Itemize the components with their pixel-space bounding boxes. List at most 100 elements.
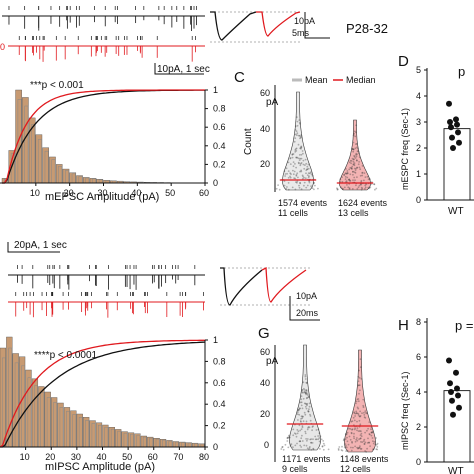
violin-point	[304, 413, 307, 416]
violin-point	[300, 415, 303, 418]
top-traces: 0 10pA, 1 sec	[0, 6, 210, 75]
violin-point	[351, 148, 354, 150]
violin-point	[352, 158, 355, 161]
violin-point	[303, 167, 306, 170]
violin-point	[319, 448, 321, 450]
violin-point	[371, 431, 373, 434]
violin-point	[309, 413, 311, 416]
violin-point	[308, 402, 311, 405]
violin-point	[298, 154, 301, 156]
violin-point	[357, 150, 360, 153]
violin-point	[285, 188, 288, 190]
top-avg-scale-amp: 10pA	[294, 16, 315, 26]
freq-tick-label: 5	[416, 65, 421, 75]
violin-point	[308, 181, 311, 184]
violin-point	[353, 411, 355, 413]
violin-point	[374, 188, 376, 191]
violin-top-tick-20: 20	[260, 159, 270, 169]
violin-point	[355, 131, 357, 134]
violin-point	[337, 448, 340, 450]
violin-point	[353, 132, 355, 135]
violin-point	[289, 445, 292, 447]
violin-point	[356, 142, 358, 145]
violin-point	[304, 432, 307, 435]
violin-point	[321, 445, 324, 447]
violin-point	[357, 375, 360, 378]
freq-tick-label: 0	[416, 457, 421, 467]
violin-point	[296, 442, 298, 445]
violin-point	[356, 147, 359, 150]
bottom-freq-dots	[443, 357, 471, 463]
violin-point	[303, 391, 306, 393]
violin-point	[358, 415, 361, 418]
violin-point	[356, 406, 359, 409]
violin-point	[348, 178, 351, 181]
violin-point	[366, 447, 368, 450]
violin-point	[368, 433, 371, 435]
histogram-bar	[89, 420, 96, 448]
violin-point	[367, 186, 370, 189]
freq-tick-label: 1	[416, 169, 421, 179]
violin-point	[352, 416, 355, 419]
top-freq-ylabel: mESPC freq (Sec-1)	[400, 108, 410, 190]
violin-point	[275, 187, 278, 190]
violin-point	[346, 184, 348, 186]
violin-point	[297, 408, 300, 411]
violin-point	[341, 180, 344, 183]
histogram-bar	[166, 440, 173, 448]
violin-point	[315, 438, 318, 441]
violin-point	[350, 449, 353, 452]
violin-point	[292, 165, 295, 168]
violin-point	[295, 435, 298, 438]
violin-point	[375, 443, 378, 446]
bottom-avg-scale-time: 20ms	[296, 308, 319, 318]
violin-point	[288, 434, 290, 437]
freq-tick-label: 2	[416, 422, 421, 432]
freq-tick-label: 6	[416, 352, 421, 362]
x-tick-label: 20	[64, 188, 74, 198]
histogram-bar	[49, 156, 56, 184]
violin-point	[310, 441, 313, 444]
violin-point	[351, 165, 354, 168]
violin-point	[356, 146, 358, 149]
violin-point	[296, 413, 299, 415]
violin-point	[364, 431, 366, 434]
violin-point	[295, 173, 298, 176]
violin-point	[306, 439, 308, 442]
x-tick-label: 60	[199, 188, 209, 198]
violin-point	[304, 430, 307, 433]
violin-point	[359, 358, 362, 361]
violin-point	[340, 449, 343, 451]
violin-point	[345, 444, 347, 447]
violin-point	[352, 179, 354, 182]
histogram-bar	[172, 441, 179, 448]
bottom-g1-cells: 9 cells	[282, 464, 308, 474]
violin-point	[297, 409, 300, 411]
violin-point	[298, 440, 301, 443]
violin-point	[363, 172, 366, 175]
violin-point	[289, 163, 292, 166]
violin-point	[308, 426, 311, 429]
violin-point	[301, 389, 304, 391]
violin-point	[365, 412, 368, 415]
violin-point	[345, 180, 348, 182]
violin-point	[300, 162, 303, 164]
violin-point	[287, 182, 290, 184]
violin-point	[352, 170, 354, 173]
violin-point	[313, 182, 315, 184]
violin-point	[308, 175, 310, 178]
violin-point	[370, 434, 373, 437]
violin-point	[340, 186, 342, 189]
violin-point	[345, 446, 348, 449]
violin-point	[278, 188, 281, 191]
violin-point	[287, 170, 290, 173]
violin-bottom-tick-20: 20	[260, 409, 270, 419]
violin-point	[344, 438, 347, 441]
violin-point	[292, 153, 295, 155]
violin-point	[300, 147, 302, 150]
freq-tick-label: 0	[416, 195, 421, 205]
violin-point	[300, 420, 302, 423]
violin-point	[298, 162, 300, 165]
violin-point	[358, 446, 360, 449]
violin-point	[302, 420, 305, 423]
